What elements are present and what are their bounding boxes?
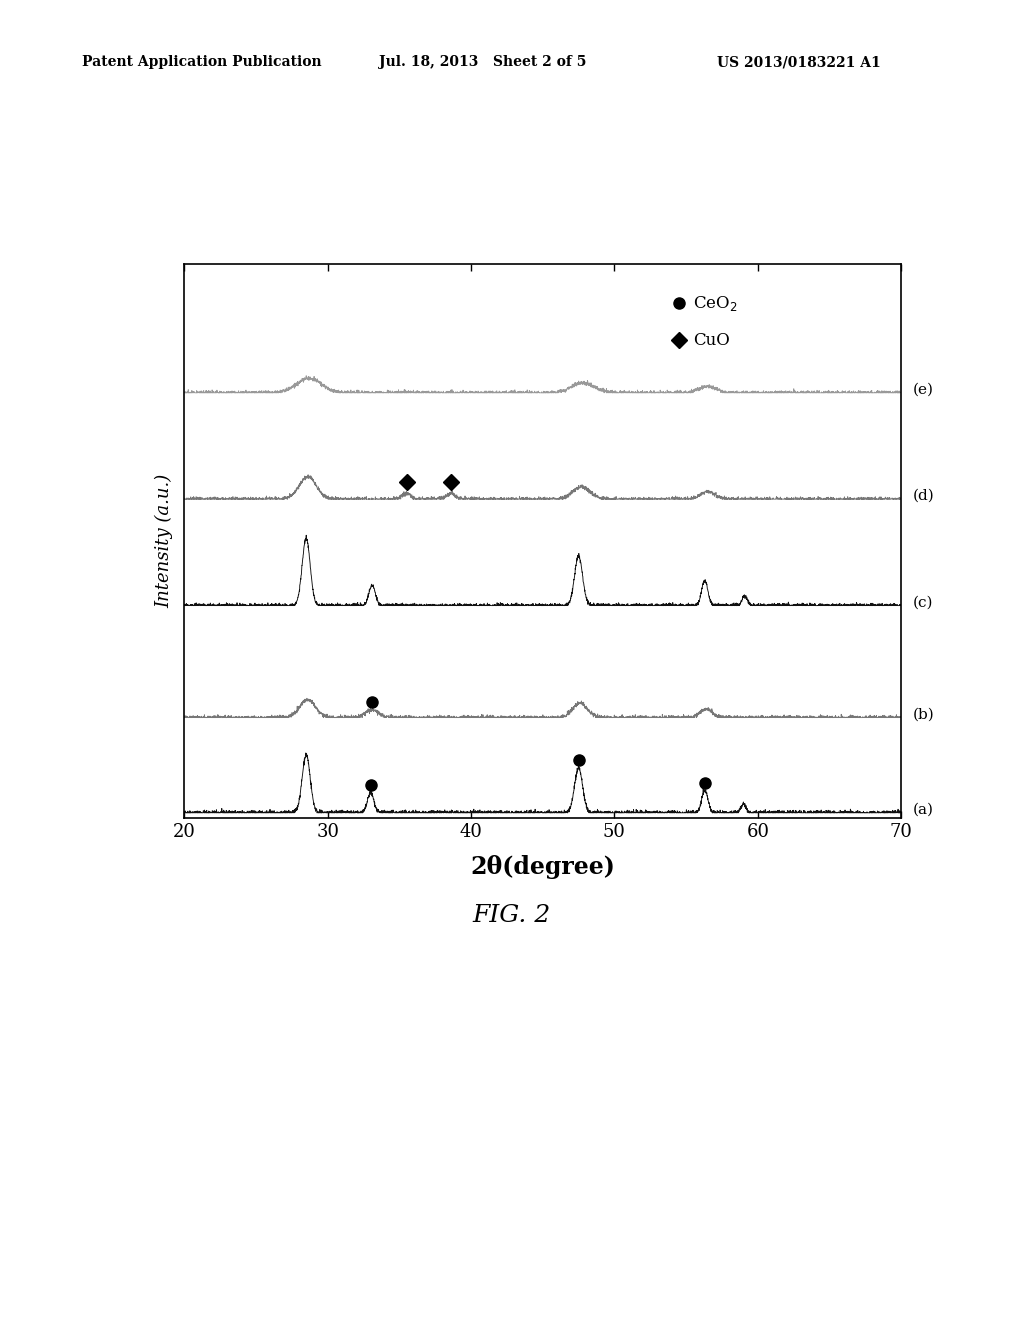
X-axis label: 2θ(degree): 2θ(degree) [470,855,615,879]
Text: (e): (e) [912,383,934,396]
Text: (c): (c) [912,595,933,610]
Text: US 2013/0183221 A1: US 2013/0183221 A1 [717,55,881,70]
Text: Jul. 18, 2013   Sheet 2 of 5: Jul. 18, 2013 Sheet 2 of 5 [379,55,587,70]
Text: (d): (d) [912,488,934,503]
Text: CuO: CuO [693,331,730,348]
Text: (a): (a) [912,803,934,817]
Text: CeO$_2$: CeO$_2$ [693,294,738,313]
Text: Patent Application Publication: Patent Application Publication [82,55,322,70]
Text: (b): (b) [912,708,934,721]
Text: FIG. 2: FIG. 2 [473,904,551,927]
Y-axis label: Intensity (a.u.): Intensity (a.u.) [155,474,173,609]
